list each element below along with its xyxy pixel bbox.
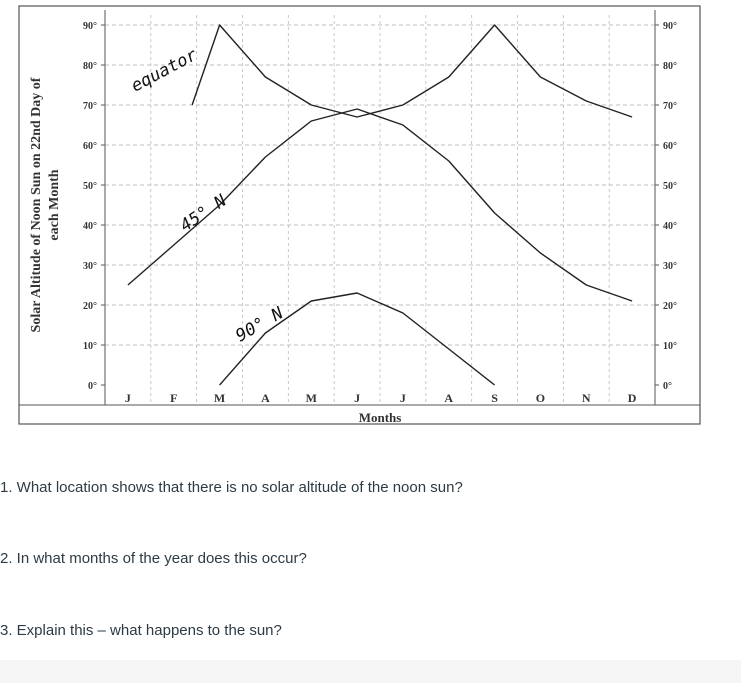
question-1: 1. What location shows that there is no … [0,479,463,496]
month-label: F [170,391,177,405]
y-tick-label-right: 70° [663,101,677,112]
month-label: J [354,391,360,405]
y-tick-label-left: 0° [88,381,97,392]
series-label-1: 45° N [177,191,231,237]
y-tick-label-right: 10° [663,341,677,352]
y-tick-label-left: 20° [83,301,97,312]
month-label: S [491,391,498,405]
y-tick-label-right: 90° [663,21,677,32]
month-label: N [582,391,591,405]
series-label-0: equator [128,45,201,97]
chart-svg: 0° 0° 10° 10° 20° 20° 30° 30° 40° 40° 50° 50° 60° 60°… [18,5,701,425]
y-tick-label-right: 40° [663,221,677,232]
y-tick-label-right: 20° [663,301,677,312]
solar-altitude-chart: 0° 0° 10° 10° 20° 20° 30° 30° 40° 40° 50° 50° 60° 60°… [18,5,701,425]
y-tick-label-left: 10° [83,341,97,352]
month-label: A [444,391,453,405]
month-label: J [400,391,406,405]
y-tick-label-right: 80° [663,61,677,72]
month-label: M [306,391,317,405]
y-tick-label-left: 70° [83,101,97,112]
series-line-0 [191,24,633,118]
y-tick-label-right: 50° [663,181,677,192]
y-tick-label-left: 50° [83,181,97,192]
y-tick-label-left: 80° [83,61,97,72]
y-tick-label-right: 60° [663,141,677,152]
month-label: A [261,391,270,405]
y-axis-title: Solar Altitude of Noon Sun on 22nd Day o… [29,77,62,332]
series-line-1 [127,108,633,302]
series-line-2 [219,292,496,386]
month-label: M [214,391,225,405]
y-tick-label-left: 40° [83,221,97,232]
bottom-band [0,660,741,683]
y-tick-label-right: 30° [663,261,677,272]
y-tick-label-left: 30° [83,261,97,272]
chart-outer-border [18,5,701,425]
y-tick-label-left: 60° [83,141,97,152]
month-label: J [125,391,131,405]
x-axis-title: Months [359,410,402,425]
y-tick-label-right: 0° [663,381,672,392]
question-3: 3. Explain this – what happens to the su… [0,622,282,639]
month-label: O [536,391,545,405]
question-2: 2. In what months of the year does this … [0,550,307,567]
y-tick-label-left: 90° [83,21,97,32]
month-label: D [628,391,637,405]
